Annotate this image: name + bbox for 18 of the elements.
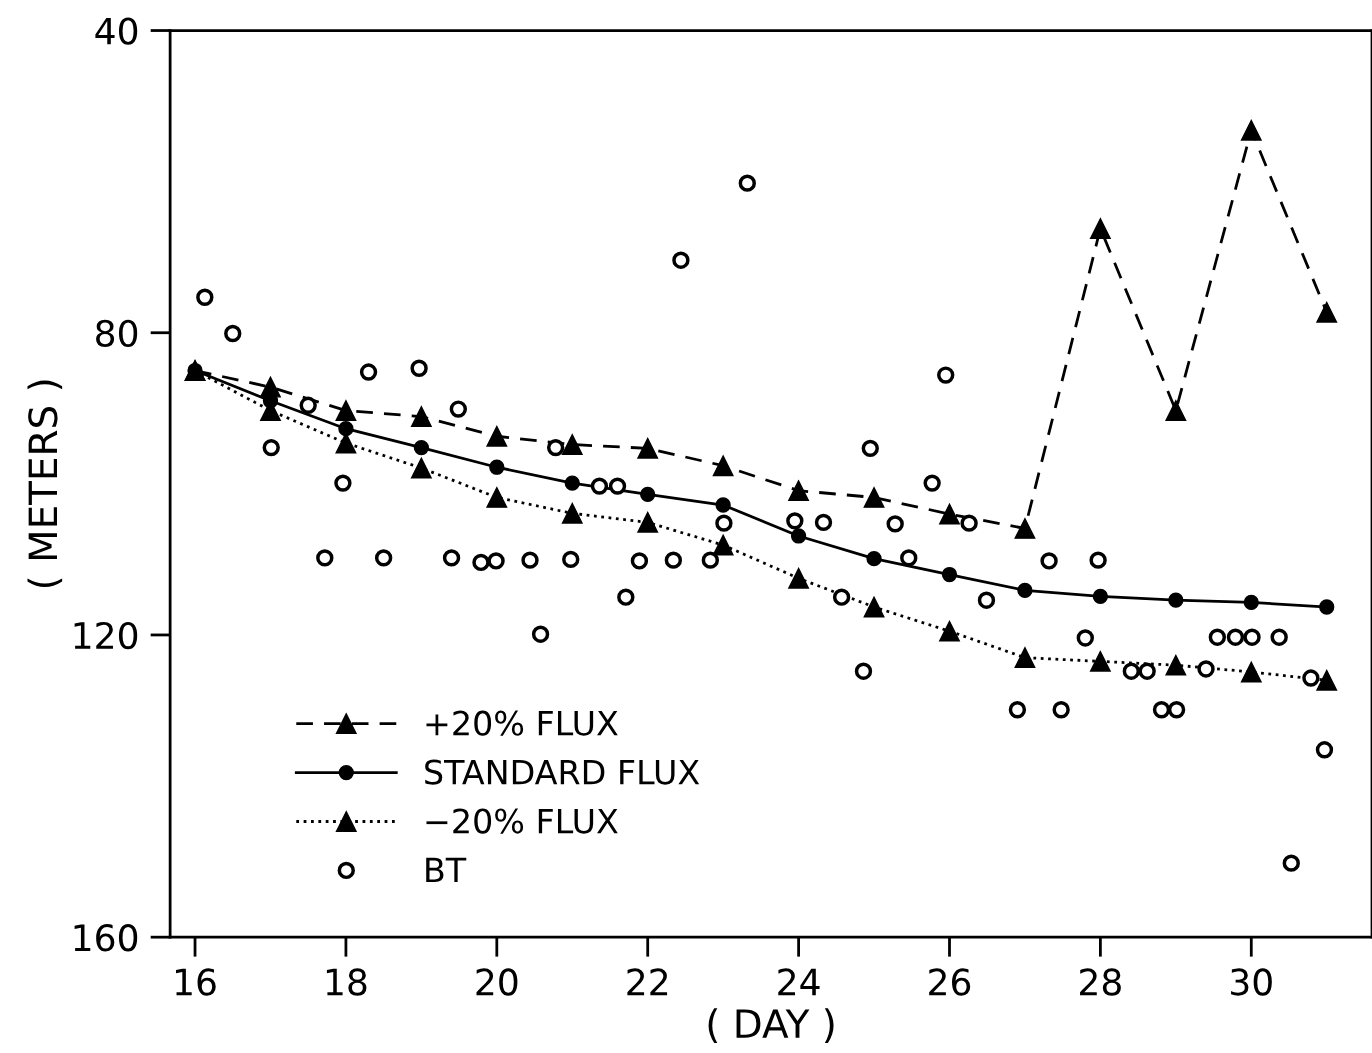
x-tick-label: 26 — [929, 968, 971, 996]
y-tick-label: 80 — [96, 319, 138, 347]
x-tick-label: 22 — [627, 968, 668, 996]
x-tick-label: 16 — [176, 968, 216, 996]
x-tick-label: 18 — [326, 968, 367, 996]
legend-label: BT — [426, 857, 467, 883]
y-axis-title: ( METERS ) — [27, 380, 63, 588]
x-tick-label: 24 — [778, 968, 820, 996]
y-tick-label: 120 — [74, 621, 138, 650]
y-tick-label: 40 — [95, 17, 138, 45]
y-tick-label: 160 — [74, 924, 138, 952]
legend-label: +20% FLUX — [426, 710, 618, 736]
legend-label: −20% FLUX — [426, 808, 618, 834]
x-tick-label: 20 — [476, 968, 518, 996]
x-tick-label: 30 — [1231, 968, 1272, 996]
x-axis-title: ( DAY ) — [708, 1008, 834, 1043]
x-tick-label: 28 — [1080, 968, 1121, 996]
legend-label: STANDARD FLUX — [425, 759, 700, 785]
